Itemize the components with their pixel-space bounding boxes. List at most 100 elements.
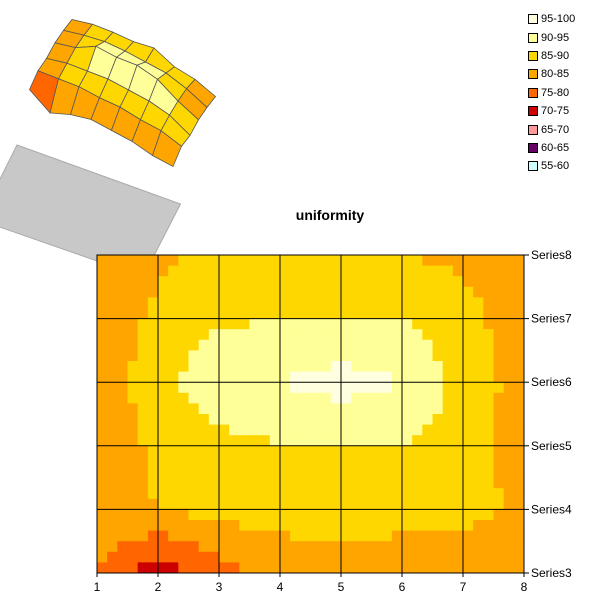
contour-cell: [249, 467, 261, 478]
contour-cell: [493, 297, 505, 309]
contour-cell: [249, 520, 261, 531]
contour-cell: [137, 255, 149, 266]
contour-cell: [391, 530, 403, 542]
contour-cell: [310, 308, 322, 319]
contour-cell: [259, 467, 271, 478]
contour-cell: [269, 541, 281, 553]
contour-cell: [391, 276, 403, 288]
contour-cell: [239, 424, 250, 436]
contour-cell: [463, 265, 474, 277]
contour-cell: [168, 339, 179, 351]
contour-cell: [158, 382, 169, 394]
contour-cell: [208, 424, 220, 436]
contour-cell: [351, 339, 362, 351]
contour-cell: [310, 265, 322, 277]
y-tick-label: Series8: [531, 248, 572, 262]
contour-cell: [381, 498, 393, 510]
contour-cell: [137, 445, 149, 457]
contour-cell: [442, 488, 454, 500]
contour-cell: [402, 509, 413, 521]
contour-cell: [351, 255, 362, 266]
contour-cell: [320, 488, 332, 500]
contour-cell: [391, 551, 403, 563]
contour-cell: [371, 361, 383, 372]
contour-cell: [381, 350, 393, 362]
contour-cell: [290, 308, 301, 319]
contour-cell: [147, 403, 159, 415]
contour-cell: [371, 562, 383, 574]
contour-cell: [178, 361, 189, 372]
contour-cell: [107, 318, 118, 330]
contour-cell: [320, 445, 332, 457]
contour-cell: [371, 255, 383, 266]
contour-cell: [412, 265, 423, 277]
contour-cell: [208, 361, 220, 372]
contour-cell: [168, 456, 179, 468]
contour-cell: [493, 286, 505, 298]
contour-cell: [473, 339, 484, 351]
contour-cell: [361, 255, 372, 266]
contour-cell: [137, 265, 149, 277]
contour-cell: [208, 445, 220, 457]
contour-cell: [422, 361, 433, 372]
contour-cell: [402, 265, 413, 277]
contour-cell: [300, 435, 311, 447]
contour-cell: [310, 382, 322, 394]
legend-label: 70-75: [541, 105, 570, 118]
contour-cell: [158, 414, 169, 425]
contour-cell: [107, 424, 118, 436]
contour-plot: [96, 254, 525, 574]
contour-cell: [330, 371, 342, 383]
contour-cell: [361, 467, 372, 478]
contour-cell: [168, 435, 179, 447]
contour-cell: [351, 562, 362, 574]
contour-cell: [371, 286, 383, 298]
contour-cell: [290, 498, 301, 510]
contour-cell: [127, 467, 139, 478]
contour-cell: [422, 488, 433, 500]
contour-cell: [208, 265, 220, 277]
contour-cell: [107, 498, 118, 510]
contour-cell: [483, 509, 494, 521]
contour-cell: [290, 477, 301, 489]
contour-cell: [178, 255, 189, 266]
contour-cell: [361, 276, 372, 288]
contour-cell: [320, 403, 332, 415]
contour-cell: [300, 392, 311, 404]
contour-cell: [280, 392, 291, 404]
contour-cell: [422, 498, 433, 510]
contour-cell: [361, 477, 372, 489]
contour-cell: [422, 424, 433, 436]
contour-cell: [208, 456, 220, 468]
contour-cell: [381, 445, 393, 457]
contour-cell: [259, 562, 271, 574]
contour-cell: [147, 456, 159, 468]
contour-cell: [107, 371, 118, 383]
contour-cell: [361, 562, 372, 574]
contour-cell: [97, 339, 108, 351]
contour-cell: [422, 286, 433, 298]
contour-cell: [391, 541, 403, 553]
contour-cell: [280, 339, 291, 351]
contour-cell: [463, 435, 474, 447]
x-tick-label: 6: [399, 580, 406, 594]
contour-cell: [391, 329, 403, 341]
contour-cell: [168, 361, 179, 372]
contour-cell: [168, 350, 179, 362]
contour-cell: [208, 520, 220, 531]
contour-cell: [330, 392, 342, 404]
contour-cell: [310, 392, 322, 404]
contour-cell: [178, 265, 189, 277]
contour-cell: [381, 551, 393, 563]
contour-cell: [371, 530, 383, 542]
contour-cell: [513, 265, 525, 277]
contour-cell: [198, 467, 210, 478]
contour-cell: [341, 498, 352, 510]
contour-cell: [117, 297, 128, 309]
contour-cell: [290, 276, 301, 288]
contour-cell: [503, 286, 515, 298]
contour-cell: [493, 414, 505, 425]
legend-swatch: [528, 106, 538, 117]
contour-cell: [259, 361, 271, 372]
contour-cell: [269, 339, 281, 351]
